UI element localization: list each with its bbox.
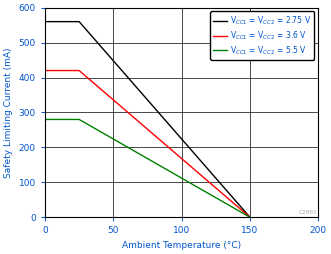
- Legend: V$_{CC1}$ = V$_{CC2}$ = 2.75 V, V$_{CC1}$ = V$_{CC2}$ = 3.6 V, V$_{CC1}$ = V$_{C: V$_{CC1}$ = V$_{CC2}$ = 2.75 V, V$_{CC1}…: [210, 11, 314, 60]
- Text: C2001: C2001: [298, 210, 317, 215]
- Y-axis label: Safety Limiting Current (mA): Safety Limiting Current (mA): [4, 47, 13, 178]
- X-axis label: Ambient Temperature (°C): Ambient Temperature (°C): [122, 241, 241, 250]
